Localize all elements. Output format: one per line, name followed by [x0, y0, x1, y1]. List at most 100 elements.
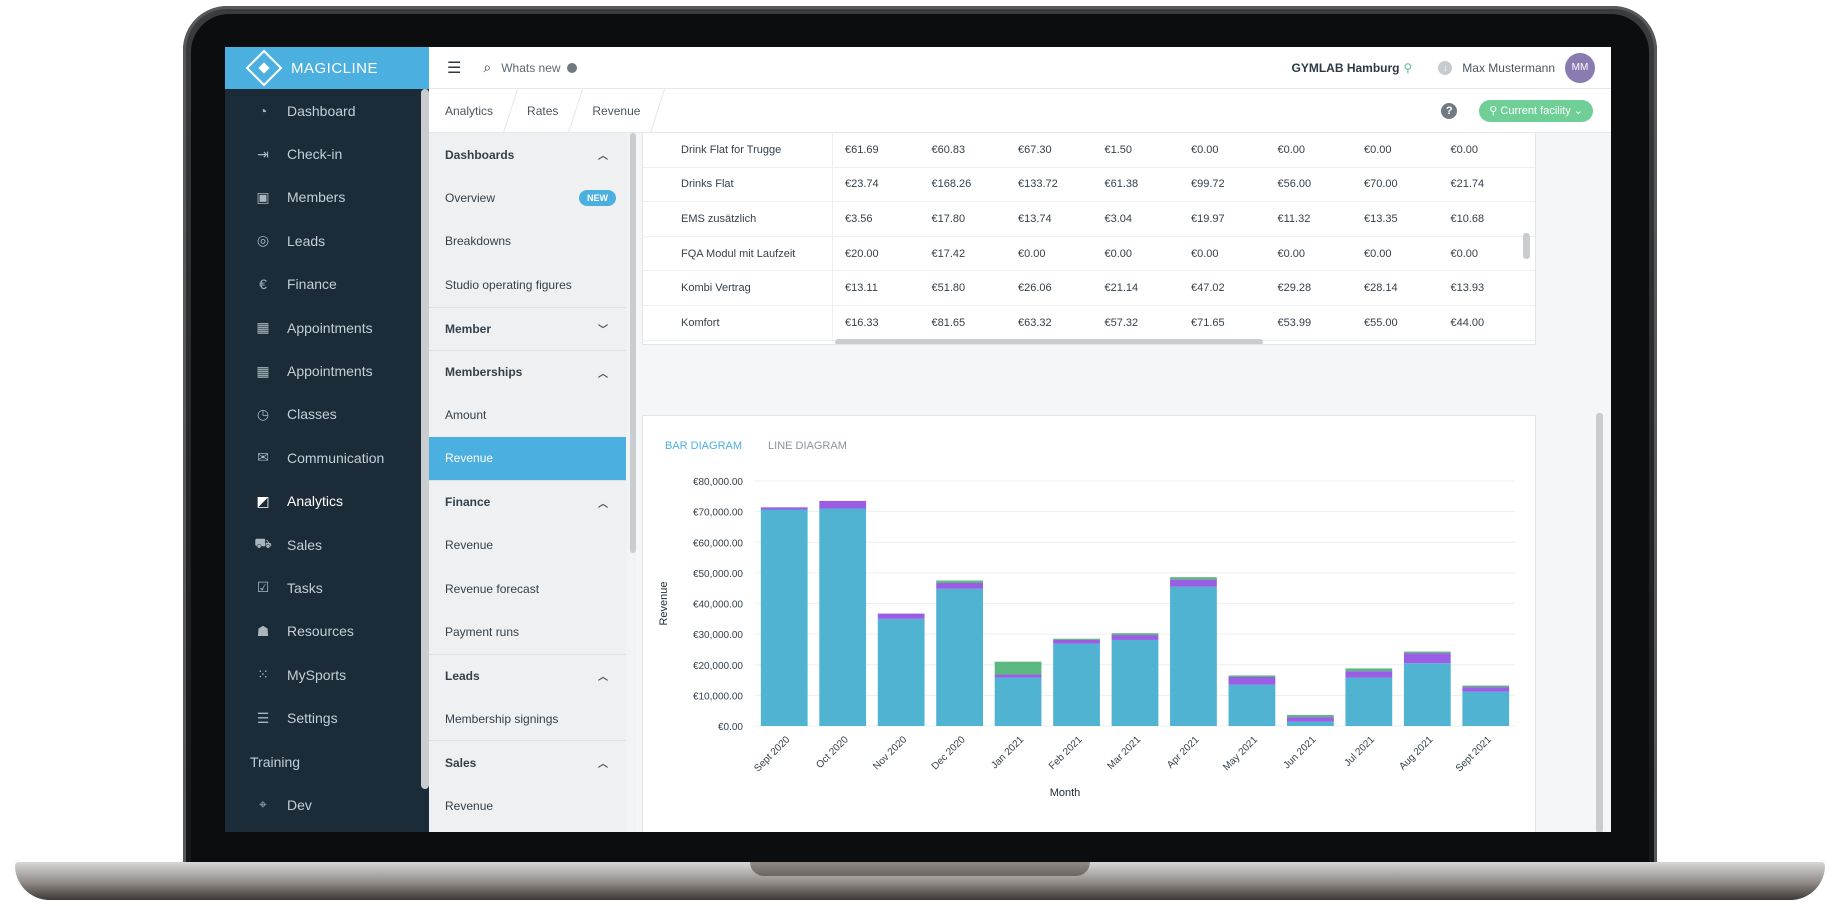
sidebar-item-label: Settings	[287, 710, 338, 727]
sidebar-item-members[interactable]: ▣ Members	[225, 176, 429, 219]
subnav-item-label: Breakdowns	[445, 234, 512, 249]
subnav-group-title: Sales	[445, 755, 477, 770]
sidebar-item-dashboard[interactable]: ◔ Dashboard	[225, 89, 429, 132]
sidebar-item-tasks[interactable]: ☑ Tasks	[225, 566, 429, 609]
sidebar-item-settings[interactable]: ☰ Settings	[225, 696, 429, 739]
table-cell: €0.00	[1104, 247, 1133, 260]
help-icon[interactable]: ?	[1441, 102, 1458, 119]
table-row-name: Drinks Flat	[643, 167, 833, 202]
subnav-item-amount[interactable]: Amount	[429, 393, 626, 436]
sidebar-item-resources[interactable]: ☗ Resources	[225, 610, 429, 653]
new-badge: NEW	[579, 190, 616, 207]
whats-new-link[interactable]: Whats new	[501, 60, 561, 75]
bar-segment	[1345, 671, 1393, 678]
table-cell: €0.00	[1277, 247, 1306, 260]
subnav-item-revenue[interactable]: Revenue	[429, 784, 626, 827]
sidebar-item-mysports[interactable]: ⁙ MySports	[225, 653, 429, 696]
download-icon[interactable]: ↓	[1438, 60, 1453, 75]
tab-line-diagram[interactable]: LINE DIAGRAM	[768, 440, 847, 452]
sidebar-item-label: Classes	[287, 406, 337, 423]
subnav-item-revenue-forecast[interactable]: Revenue forecast	[429, 567, 626, 610]
subnav-item-overview[interactable]: Overview NEW	[429, 176, 626, 219]
subnav-group-sales[interactable]: Sales ︿	[429, 740, 626, 783]
tab-bar-diagram[interactable]: BAR DIAGRAM	[665, 440, 743, 452]
menu-icon[interactable]: ☰	[447, 59, 462, 77]
x-tick-label: Oct 2020	[814, 734, 851, 771]
x-tick-label: Aug 2021	[1397, 734, 1435, 772]
stopwatch-icon: ◷	[256, 405, 270, 422]
sidebar-item-classes[interactable]: ◷ Classes	[225, 393, 429, 436]
table-horizontal-scrollbar[interactable]	[835, 339, 1263, 344]
bar-segment	[994, 661, 1042, 675]
sidebar-item-label: Dev	[287, 796, 312, 813]
bar-segment	[877, 613, 925, 619]
y-tick-label: €40,000.00	[693, 600, 743, 611]
subnav-item-label: Amount	[445, 408, 487, 423]
user-name[interactable]: Max Mustermann	[1462, 60, 1555, 75]
bar-segment	[1228, 675, 1276, 677]
facility-name[interactable]: GYMLAB Hamburg	[1291, 60, 1400, 75]
table-cell: €67.30	[1018, 143, 1052, 156]
avatar[interactable]: MM	[1565, 52, 1595, 83]
sidebar-item-check-in[interactable]: ⇥ Check-in	[225, 132, 429, 175]
subnav-item-label: Payment runs	[445, 624, 520, 639]
breadcrumb-analytics[interactable]: Analytics	[429, 89, 511, 133]
breadcrumb-actions: ? ⚲ Current facility ⌄	[1441, 99, 1611, 122]
search-icon[interactable]: ⌕	[483, 59, 492, 75]
subnav-item-breakdowns[interactable]: Breakdowns	[429, 220, 626, 263]
subnav-item-payment-runs[interactable]: Payment runs	[429, 610, 626, 653]
table-row-name: Drink Flat for Trugge	[643, 133, 833, 167]
breadcrumb-rates[interactable]: Rates	[511, 89, 576, 133]
subnav-group-leads[interactable]: Leads ︿	[429, 653, 626, 697]
subnav-group-dashboards[interactable]: Dashboards ︿	[429, 133, 626, 176]
subnav-group-memberships[interactable]: Memberships ︿	[429, 349, 626, 393]
bar-segment	[936, 582, 983, 589]
subnav-item-revenue[interactable]: Revenue	[429, 524, 626, 567]
sidebar-item-communication[interactable]: ✉ Communication	[225, 436, 429, 479]
table-row: Komfort €16.33 €81.65 €63.32 €57.32 €71.65 €53…	[643, 305, 1535, 341]
sidebar-scrollbar[interactable]	[421, 89, 429, 789]
sidebar-item-label: Resources	[287, 623, 354, 640]
table-vertical-scrollbar[interactable]	[1523, 233, 1530, 259]
table-row: Drink Flat for Trugge €61.69 €60.83 €67.30 €…	[643, 133, 1535, 168]
breadcrumb-bar: Analytics Rates Revenue ? ⚲ Current faci…	[429, 89, 1611, 133]
sidebar-item-training[interactable]: Training	[225, 740, 429, 783]
x-axis-label: Month	[1050, 787, 1081, 799]
sidebar-nav: ◔ Dashboard ⇥ Check-in ▣ Members ◎ Leads € Financ…	[225, 89, 429, 827]
sidebar-item-label: MySports	[287, 666, 347, 683]
main-scrollbar[interactable]	[1596, 413, 1603, 832]
subnav-group-member[interactable]: Member ﹀	[429, 306, 626, 350]
current-facility-button[interactable]: ⚲ Current facility ⌄	[1479, 99, 1593, 122]
subnav-item-studio-operating-figures[interactable]: Studio operating figures	[429, 263, 626, 306]
bar-segment	[1287, 721, 1334, 726]
laptop-notch	[750, 862, 1090, 876]
table-cell: €47.02	[1191, 282, 1225, 295]
table-cell: €23.74	[845, 178, 879, 191]
table-cell: €44.00	[1450, 316, 1485, 329]
table-cell: €11.32	[1277, 212, 1311, 225]
sidebar-item-leads[interactable]: ◎ Leads	[225, 219, 429, 262]
bar-segment	[1053, 638, 1100, 640]
sidebar-item-dev[interactable]: ⌖ Dev	[225, 783, 429, 826]
sidebar-item-appointments[interactable]: ▦ Appointments	[225, 306, 429, 349]
x-tick-label: Sept 2020	[752, 734, 792, 774]
bar-segment	[1287, 714, 1334, 718]
bar-segment	[1345, 668, 1393, 672]
subnav-item-label: Revenue	[445, 798, 494, 813]
sidebar-item-appointments[interactable]: ▦ Appointments	[225, 349, 429, 392]
sidebar-item-finance[interactable]: € Finance	[225, 263, 429, 306]
brand-logo[interactable]: MAGICLINE	[225, 47, 429, 89]
analytics-subnav: Dashboards ︿ Overview NEW Breakdowns Studio o…	[429, 133, 626, 832]
sidebar-item-analytics[interactable]: ◩ Analytics	[225, 480, 429, 523]
subnav-item-membership-signings[interactable]: Membership signings	[429, 697, 626, 740]
breadcrumb-revenue: Revenue	[576, 89, 658, 133]
chevron-down-icon: ⌄	[1570, 105, 1583, 117]
subnav-scrollbar[interactable]	[630, 133, 636, 553]
subnav-group-finance[interactable]: Finance ︿	[429, 480, 626, 523]
subnav-group-title: Finance	[445, 495, 491, 510]
subnav-item-revenue[interactable]: Revenue	[429, 436, 626, 481]
sidebar-item-sales[interactable]: ⛟ Sales	[225, 523, 429, 566]
table-cell: €13.11	[845, 282, 878, 295]
x-tick-label: Sept 2021	[1454, 734, 1494, 774]
chart-tabs: BAR DIAGRAM LINE DIAGRAM	[665, 440, 873, 452]
